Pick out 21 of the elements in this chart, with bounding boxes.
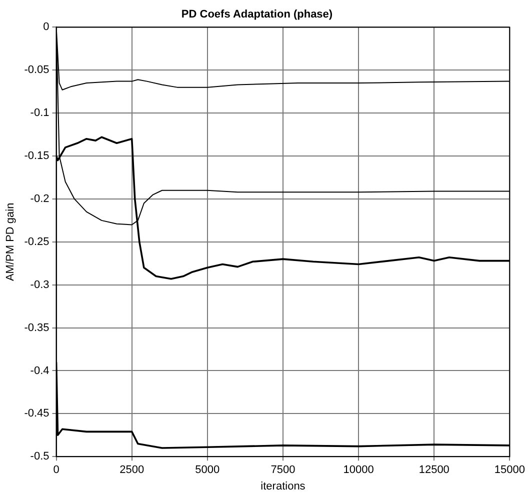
y-tick-label: -0.05 [24,64,50,76]
x-tick-label: 10000 [343,464,374,476]
y-tick-label: -0.35 [24,322,50,334]
y-axis-title: AM/PM PD gain [4,202,17,282]
y-tick-label: -0.15 [24,150,50,162]
x-axis-title: iterations [260,480,306,492]
y-tick-label: -0.2 [30,192,50,205]
x-tick-label: 2500 [120,464,144,476]
x-tick-label: 5000 [195,464,220,476]
x-tick-label: 12500 [418,464,450,476]
x-tick-label: 7500 [270,464,296,476]
x-tick-label: 0 [53,464,60,476]
y-tick-label: -0.45 [24,408,50,420]
y-tick-label: 0 [43,21,50,34]
y-tick-label: -0.4 [30,364,50,377]
y-tick-label: -0.5 [30,450,50,463]
y-tick-label: -0.3 [30,278,50,291]
x-tick-label: 15000 [494,464,526,476]
y-tick-label: -0.1 [30,107,50,120]
chart-title: PD Coefs Adaptation (phase) [181,8,333,21]
y-tick-label: -0.25 [24,236,50,248]
